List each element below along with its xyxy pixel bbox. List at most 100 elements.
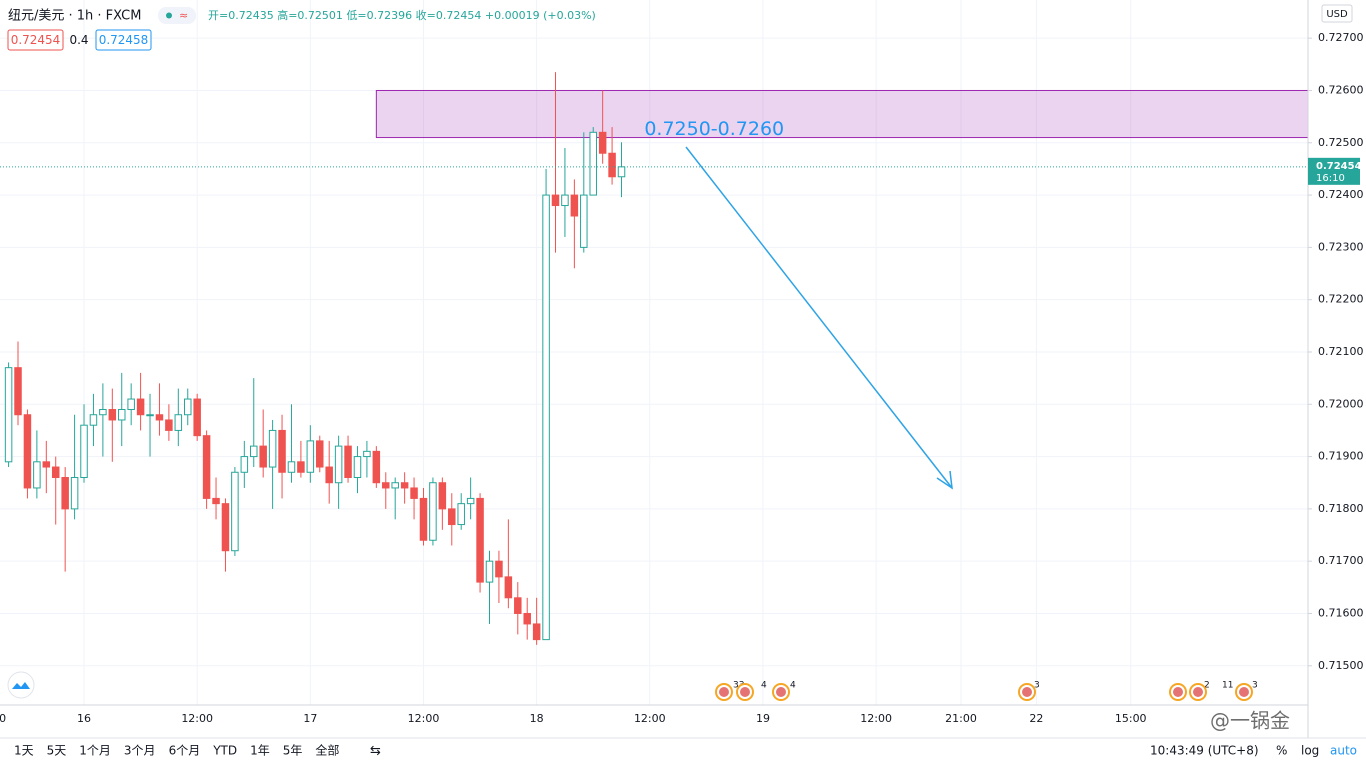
currency[interactable]: USD — [1326, 9, 1348, 20]
range-button[interactable]: 全部 — [315, 743, 339, 758]
candle-body — [617, 166, 626, 178]
candle-body — [344, 445, 352, 478]
candle-body — [108, 409, 117, 421]
ask-price[interactable]: 0.72458 — [99, 33, 149, 47]
range-button[interactable]: 5年 — [283, 744, 303, 758]
candle-body — [457, 503, 465, 526]
currency-box[interactable] — [1321, 4, 1353, 23]
compare-icon[interactable]: ⇆ — [370, 744, 381, 759]
event-count: 3 — [1252, 681, 1258, 691]
arrow — [685, 146, 953, 489]
candle-body — [542, 194, 550, 641]
y-tick-label: 0.72400 — [1318, 188, 1364, 201]
event-flag — [776, 687, 786, 697]
status-pill — [158, 7, 196, 24]
candle-body — [117, 409, 126, 421]
candle-body — [589, 131, 597, 196]
candle-body — [278, 429, 286, 473]
candle-body — [61, 476, 69, 510]
y-tick-label: 0.72700 — [1318, 31, 1364, 44]
range-button[interactable]: 1天 — [14, 744, 34, 758]
candle-body — [382, 482, 390, 489]
scale-button[interactable]: % — [1276, 744, 1287, 758]
range-button[interactable]: 5天 — [47, 744, 67, 758]
bid-price[interactable]: 0.72454 — [11, 33, 61, 47]
range-button[interactable]: YTD — [212, 744, 237, 758]
ohlc: 开=0.72435 高=0.72501 低=0.72396 收=0.72454 … — [208, 8, 596, 22]
candle-body — [551, 194, 560, 207]
candle-body — [514, 597, 522, 614]
event-count: 11 — [1222, 681, 1233, 691]
candle-body — [127, 398, 135, 411]
y-tick-label: 0.72600 — [1318, 83, 1364, 96]
candle-body — [580, 194, 588, 248]
candle-body — [561, 194, 569, 207]
y-tick-label: 0.71800 — [1318, 502, 1364, 515]
event-flag — [1193, 687, 1203, 697]
candle-body — [297, 461, 305, 473]
x-tick-label: 15:00 — [1115, 712, 1147, 725]
candle-body — [212, 497, 220, 505]
candle-body — [466, 497, 475, 505]
candle-body — [4, 367, 13, 463]
x-tick-label: 00 — [0, 712, 6, 725]
x-tick-label: 12:00 — [860, 712, 892, 725]
status-icon: ≈ — [179, 9, 188, 22]
ohlc-low: 低=0.72396 — [346, 9, 412, 22]
candle-body — [89, 414, 98, 426]
sell-button[interactable] — [7, 29, 64, 51]
candle-body — [14, 367, 22, 416]
x-tick-label: 18 — [530, 712, 544, 725]
range-button[interactable]: 3个月 — [124, 744, 156, 758]
status-dot — [166, 12, 172, 19]
candle-body — [391, 482, 399, 489]
range-button[interactable]: 1个月 — [79, 744, 111, 758]
candle-body — [476, 497, 484, 583]
y-tick-label: 0.71600 — [1318, 606, 1364, 619]
range-button[interactable]: 6个月 — [169, 744, 201, 758]
last-price-tag — [1308, 157, 1360, 185]
candle-body — [570, 194, 579, 217]
buy-button[interactable] — [95, 29, 152, 51]
range-button[interactable]: 1年 — [250, 744, 270, 758]
candle-body — [240, 456, 249, 473]
countdown: 16:10 — [1316, 173, 1345, 184]
y-tick-label: 0.72500 — [1318, 136, 1364, 149]
candle-body — [523, 612, 531, 625]
candle-body — [419, 497, 428, 541]
ohlc-close: 收=0.72454 — [416, 8, 482, 22]
event-count: 4 — [761, 681, 767, 691]
candle-body — [325, 466, 333, 484]
candle-body — [202, 435, 211, 499]
candle-body — [99, 409, 107, 416]
candle-body — [495, 560, 503, 578]
grid — [0, 0, 1308, 705]
candle-body — [23, 414, 32, 489]
logo-mark — [12, 682, 30, 689]
event-flag — [1022, 687, 1032, 697]
candle-body — [287, 461, 296, 473]
scale-button[interactable]: log — [1301, 744, 1319, 758]
clock: 10:43:49 (UTC+8) — [1150, 744, 1259, 758]
candle-body — [136, 398, 145, 416]
candle-body — [51, 466, 60, 478]
candle-body — [598, 131, 607, 154]
candle-body — [334, 445, 343, 484]
y-tick-label: 0.71700 — [1318, 554, 1364, 567]
y-tick-label: 0.72200 — [1318, 293, 1364, 306]
scale-button[interactable]: auto — [1330, 744, 1357, 758]
candle-body — [146, 414, 154, 417]
x-tick-label: 17 — [303, 712, 317, 725]
x-tick-label: 12:00 — [634, 712, 666, 725]
candle-body — [363, 450, 371, 458]
candle-body — [155, 414, 164, 421]
candle-body — [231, 471, 239, 552]
event-count: 4 — [790, 681, 796, 691]
candle-body — [221, 503, 230, 552]
watermark: @一锅金 — [1210, 709, 1290, 733]
plot: 0.7250-0.7260 — [0, 72, 1309, 645]
event-count: 3 — [1034, 681, 1040, 691]
candle-body — [174, 414, 183, 431]
